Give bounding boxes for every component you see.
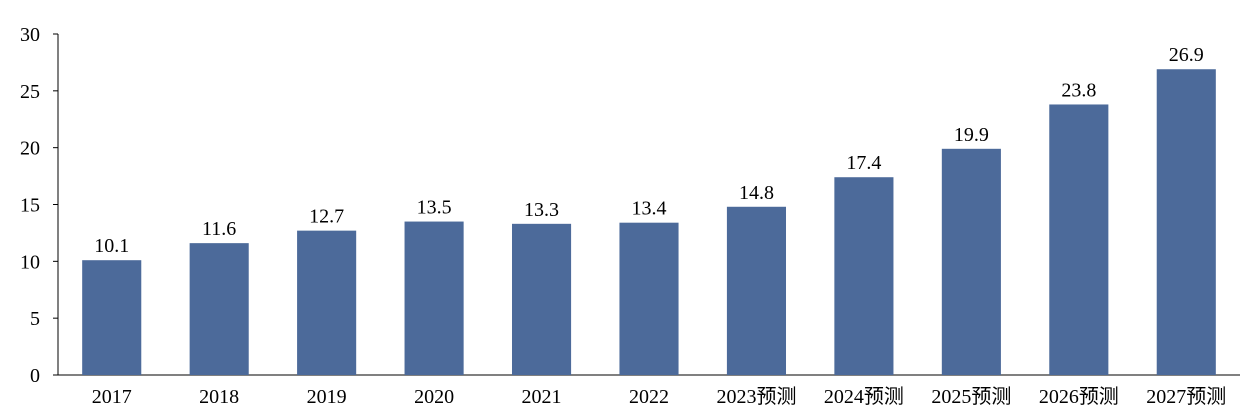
bar: [941, 148, 1001, 375]
data-label: 10.1: [94, 235, 129, 257]
bar: [189, 243, 249, 375]
data-label: 13.4: [632, 198, 667, 220]
bar: [619, 222, 679, 375]
data-label: 23.8: [1061, 79, 1096, 101]
x-tick-label: 2021: [522, 386, 562, 408]
x-axis: 2017 2018 2019 2020 2021 2022 2023预测 2024预测 2025…: [58, 374, 1240, 408]
x-tick-label: 2020: [414, 386, 454, 408]
bar: [82, 260, 142, 375]
y-tick-label: 25: [20, 81, 40, 103]
data-label: 13.5: [417, 197, 452, 219]
y-tick-label: 5: [30, 308, 40, 330]
y-tick-label: 30: [20, 24, 40, 46]
data-label: 13.3: [524, 199, 559, 221]
x-tick-label: 2025预测: [931, 385, 1011, 408]
x-tick-label: 2027预测: [1146, 385, 1226, 408]
y-tick-label: 15: [20, 195, 40, 217]
bar: [404, 221, 464, 375]
bar: [726, 206, 787, 375]
bar: [297, 230, 357, 375]
y-tick-label: 20: [20, 138, 40, 160]
bar: [1156, 69, 1216, 375]
x-tick-label: 2017: [92, 386, 132, 408]
x-tick-label: 2023预测: [716, 385, 796, 408]
data-label: 14.8: [739, 182, 774, 204]
y-tick-label: 10: [20, 251, 40, 273]
x-tick-label: 2018: [199, 386, 239, 408]
data-labels: 10.1 11.6 12.7 13.5 13.3 13.4 14.8 17.4 19.9 23.8…: [94, 44, 1204, 257]
data-label: 26.9: [1169, 44, 1204, 66]
x-tick-label: 2026预测: [1039, 385, 1119, 408]
data-label: 19.9: [954, 124, 989, 146]
bars: [82, 69, 1216, 376]
data-label: 12.7: [309, 206, 344, 228]
data-label: 17.4: [846, 152, 881, 174]
bar: [511, 223, 572, 375]
x-tick-label: 2024预测: [824, 385, 904, 408]
x-tick-label: 2022: [629, 386, 669, 408]
bar: [1049, 104, 1109, 376]
bar: [834, 177, 894, 375]
x-tick-label: 2019: [307, 386, 347, 408]
y-tick-label: 0: [30, 365, 40, 387]
y-axis: 0 5 10 15 20 25 30: [20, 24, 59, 387]
data-label: 11.6: [202, 218, 236, 240]
